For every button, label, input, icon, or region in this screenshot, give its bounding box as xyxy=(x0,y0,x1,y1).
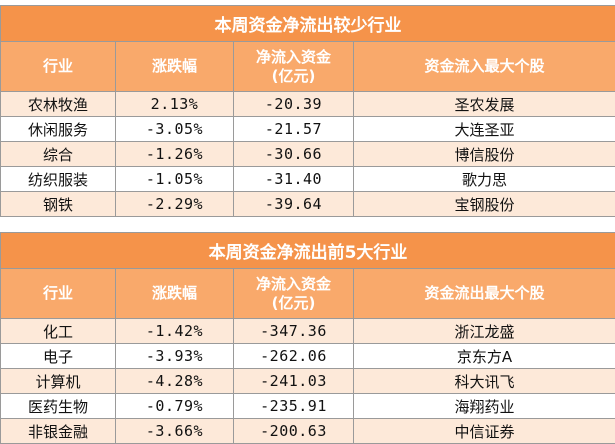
table-title: 本周资金净流出较少行业 xyxy=(0,5,615,42)
table-row: 纺织服装 -1.05% -31.40 歌力思 xyxy=(0,166,615,192)
top-stock-cell: 海翔药业 xyxy=(352,393,615,419)
change-cell: -4.28% xyxy=(115,368,234,394)
header-industry: 行业 xyxy=(0,41,116,92)
change-cell: -2.29% xyxy=(115,191,234,217)
industry-cell: 农林牧渔 xyxy=(0,91,116,117)
industry-cell: 化工 xyxy=(0,318,116,344)
industry-cell: 计算机 xyxy=(0,368,116,394)
change-cell: -1.05% xyxy=(115,166,234,192)
change-cell: -3.66% xyxy=(115,418,234,444)
top-stock-cell: 中信证券 xyxy=(352,418,615,444)
table-title-row: 本周资金净流出较少行业 xyxy=(0,5,615,42)
net-flow-cell: -200.63 xyxy=(233,418,354,444)
top-stock-cell: 科大讯飞 xyxy=(352,368,615,394)
industry-cell: 电子 xyxy=(0,343,116,369)
net-flow-cell: -30.66 xyxy=(233,141,354,167)
net-flow-cell: -347.36 xyxy=(233,318,354,344)
change-cell: -1.42% xyxy=(115,318,234,344)
table-row: 休闲服务 -3.05% -21.57 大连圣亚 xyxy=(0,116,615,142)
change-cell: 2.13% xyxy=(115,91,234,117)
table-row: 非银金融 -3.66% -200.63 中信证券 xyxy=(0,418,615,444)
net-outflow-least-table: 本周资金净流出较少行业 行业 涨跌幅 净流入资金 (亿元) 资金流入最大个股 农林… xyxy=(0,5,615,217)
table-title: 本周资金净流出前5大行业 xyxy=(0,232,615,269)
top-stock-cell: 歌力思 xyxy=(353,166,615,192)
top-stock-cell: 博信股份 xyxy=(353,141,615,167)
industry-cell: 综合 xyxy=(0,141,116,167)
net-flow-cell: -20.39 xyxy=(233,91,354,117)
header-change: 涨跌幅 xyxy=(115,41,234,92)
header-top-stock: 资金流入最大个股 xyxy=(353,41,615,92)
header-net-flow-unit: (亿元) xyxy=(271,293,316,312)
header-net-flow-line1: 净流入资金 xyxy=(255,274,331,293)
net-flow-cell: -21.57 xyxy=(233,116,354,142)
top-stock-cell: 京东方A xyxy=(352,343,615,369)
top-stock-cell: 大连圣亚 xyxy=(353,116,615,142)
table-title-row: 本周资金净流出前5大行业 xyxy=(0,232,615,269)
top-stock-cell: 浙江龙盛 xyxy=(352,318,615,344)
industry-cell: 钢铁 xyxy=(0,191,116,217)
table-row: 计算机 -4.28% -241.03 科大讯飞 xyxy=(0,368,615,394)
net-flow-cell: -241.03 xyxy=(233,368,354,394)
net-flow-cell: -262.06 xyxy=(233,343,354,369)
header-industry: 行业 xyxy=(0,268,116,319)
net-flow-cell: -39.64 xyxy=(233,191,354,217)
header-net-flow: 净流入资金 (亿元) xyxy=(233,41,354,92)
industry-cell: 医药生物 xyxy=(0,393,116,419)
net-flow-cell: -235.91 xyxy=(233,393,354,419)
industry-cell: 非银金融 xyxy=(0,418,116,444)
table-row: 农林牧渔 2.13% -20.39 圣农发展 xyxy=(0,91,615,117)
top-stock-cell: 宝钢股份 xyxy=(353,191,615,217)
change-cell: -3.05% xyxy=(115,116,234,142)
table-row: 钢铁 -2.29% -39.64 宝钢股份 xyxy=(0,191,615,217)
net-flow-cell: -31.40 xyxy=(233,166,354,192)
industry-cell: 纺织服装 xyxy=(0,166,116,192)
header-net-flow: 净流入资金 (亿元) xyxy=(233,268,354,319)
table-row: 综合 -1.26% -30.66 博信股份 xyxy=(0,141,615,167)
table-row: 化工 -1.42% -347.36 浙江龙盛 xyxy=(0,318,615,344)
header-change: 涨跌幅 xyxy=(115,268,234,319)
table-header-row: 行业 涨跌幅 净流入资金 (亿元) 资金流出最大个股 xyxy=(0,268,615,319)
header-net-flow-unit: (亿元) xyxy=(271,66,316,85)
change-cell: -0.79% xyxy=(115,393,234,419)
table-header-row: 行业 涨跌幅 净流入资金 (亿元) 资金流入最大个股 xyxy=(0,41,615,92)
net-outflow-top5-table: 本周资金净流出前5大行业 行业 涨跌幅 净流入资金 (亿元) 资金流出最大个股 化… xyxy=(0,232,615,444)
header-top-stock: 资金流出最大个股 xyxy=(352,268,615,319)
top-stock-cell: 圣农发展 xyxy=(353,91,615,117)
header-net-flow-line1: 净流入资金 xyxy=(255,47,331,66)
table-row: 医药生物 -0.79% -235.91 海翔药业 xyxy=(0,393,615,419)
change-cell: -3.93% xyxy=(115,343,234,369)
industry-cell: 休闲服务 xyxy=(0,116,116,142)
table-row: 电子 -3.93% -262.06 京东方A xyxy=(0,343,615,369)
change-cell: -1.26% xyxy=(115,141,234,167)
